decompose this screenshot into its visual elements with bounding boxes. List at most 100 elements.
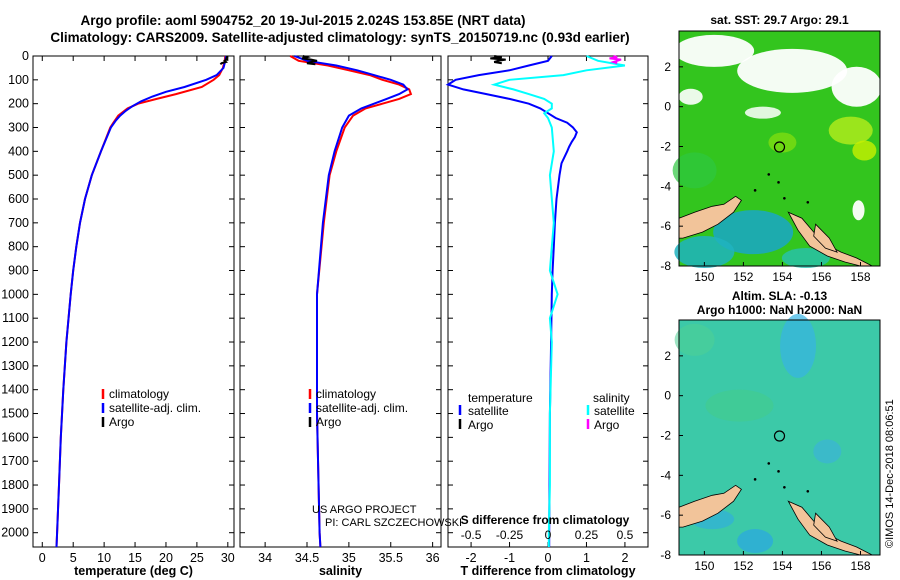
island [753,189,757,192]
depth-tick-label: 1200 [1,335,29,349]
map-x-tick-label: 152 [733,270,753,284]
island [753,478,757,481]
x-tick-label: 34.5 [295,551,319,565]
depth-tick-label: 900 [8,264,29,278]
depth-tick-label: 0 [22,49,29,63]
x-tick-label: 35.5 [379,551,403,565]
field-patch [828,116,873,145]
map-x-tick-label: 156 [811,270,831,284]
x-tick-label: 30 [221,551,235,565]
island [806,489,810,493]
x-tick-label: 0 [545,551,552,565]
x-tick-label: 15 [128,551,142,565]
depth-tick-label: 1400 [1,383,29,397]
map-x-tick-label: 156 [811,559,831,573]
legend-label: satellite [594,404,635,418]
field-patch [672,152,717,189]
field-patch [780,313,817,378]
map-x-tick-label: 150 [694,270,714,284]
legend-label: satellite-adj. clim. [109,401,201,415]
depth-tick-label: 1700 [1,454,29,468]
depth-tick-label: 700 [8,216,29,230]
x-tick-label: 2 [621,551,628,565]
map-x-tick-label: 158 [850,559,870,573]
legend-label: climatology [109,387,169,401]
series-line-argo [301,55,318,66]
x-tick-label: -2 [466,551,477,565]
depth-tick-label: 1300 [1,359,29,373]
depth-tick-label: 1000 [1,287,29,301]
map-y-tick-label: -6 [660,219,671,233]
island [806,200,810,204]
x-tick-label: 1 [583,551,590,565]
field-patch [852,200,865,221]
legend-label: satellite [468,404,509,418]
plot-frame [32,55,235,548]
depth-tick-label: 1900 [1,502,29,516]
field-patch [813,439,842,464]
legend-label: climatology [316,387,376,401]
field-patch [674,323,715,356]
plot-frame [447,55,649,548]
land [678,484,742,528]
map-y-tick-label: -8 [660,259,671,273]
legend-label: Argo [468,418,494,432]
series-line-satellite-adj-clim- [294,55,410,548]
map-y-tick-label: -4 [660,468,671,482]
island [777,470,780,473]
map-title: Argo h1000: NaN h2000: NaN [697,303,862,317]
x-tick-label: 35 [342,551,356,565]
depth-tick-label: 300 [8,121,29,135]
series-line-temperature-argo [490,55,506,65]
legend-label: Argo [109,415,135,429]
imos-stamp: ©IMOS 14-Dec-2018 08:06:51 [884,399,896,548]
map-y-tick-label: 2 [664,349,671,363]
series-line-salinity-satellite [490,55,626,547]
secondary-tick-label: -0.5 [461,528,482,542]
project-note: US ARGO PROJECT [312,504,417,516]
field-patch [831,66,882,107]
land [678,195,742,239]
figure-title-line2: Climatology: CARS2009. Satellite-adjuste… [50,30,629,45]
field-patch [781,248,830,269]
field-patch [713,210,794,255]
depth-tick-label: 1800 [1,478,29,492]
x-tick-label: -1 [504,551,515,565]
island [767,462,771,465]
depth-tick-label: 1500 [1,407,29,421]
depth-tick-label: 600 [8,192,29,206]
x-axis-label: temperature (deg C) [74,564,193,578]
legend-title: salinity [593,391,630,405]
depth-tick-label: 400 [8,144,29,158]
secondary-tick-label: 0 [545,528,552,542]
x-tick-label: 0 [39,551,46,565]
argo-location-marker [773,430,786,442]
depth-tick-label: 1600 [1,430,29,444]
sst-map-panel: sat. SST: 29.7 Argo: 29.1 150 152 154 156 158… [660,13,882,284]
map-frame [678,30,881,267]
map-y-tick-label: -4 [660,179,671,193]
field-patch [737,529,774,554]
depth-tick-label: 1100 [2,311,29,325]
secondary-tick-label: -0.25 [496,528,524,542]
secondary-tick-label: 0.5 [617,528,634,542]
field-patch [678,88,703,105]
field-patch [744,106,781,119]
land [813,223,838,253]
figure-title-line1: Argo profile: aoml 5904752_20 19-Jul-201… [81,13,526,28]
depth-tick-label: 200 [8,97,29,111]
island [783,485,786,489]
map-x-tick-label: 158 [850,270,870,284]
x-tick-label: 10 [97,551,111,565]
annotation: S difference from climatology [461,513,630,527]
field-patch [674,34,755,67]
x-tick-label: 25 [190,551,204,565]
x-tick-label: 34 [258,551,272,565]
map-y-tick-label: 0 [664,389,671,403]
depth-tick-label: 500 [8,168,29,182]
depth-tick-label: 2000 [1,526,29,540]
field-patch [737,48,848,93]
x-tick-label: 5 [70,551,77,565]
x-tick-label: 36 [426,551,440,565]
legend-label: Argo [594,418,620,432]
